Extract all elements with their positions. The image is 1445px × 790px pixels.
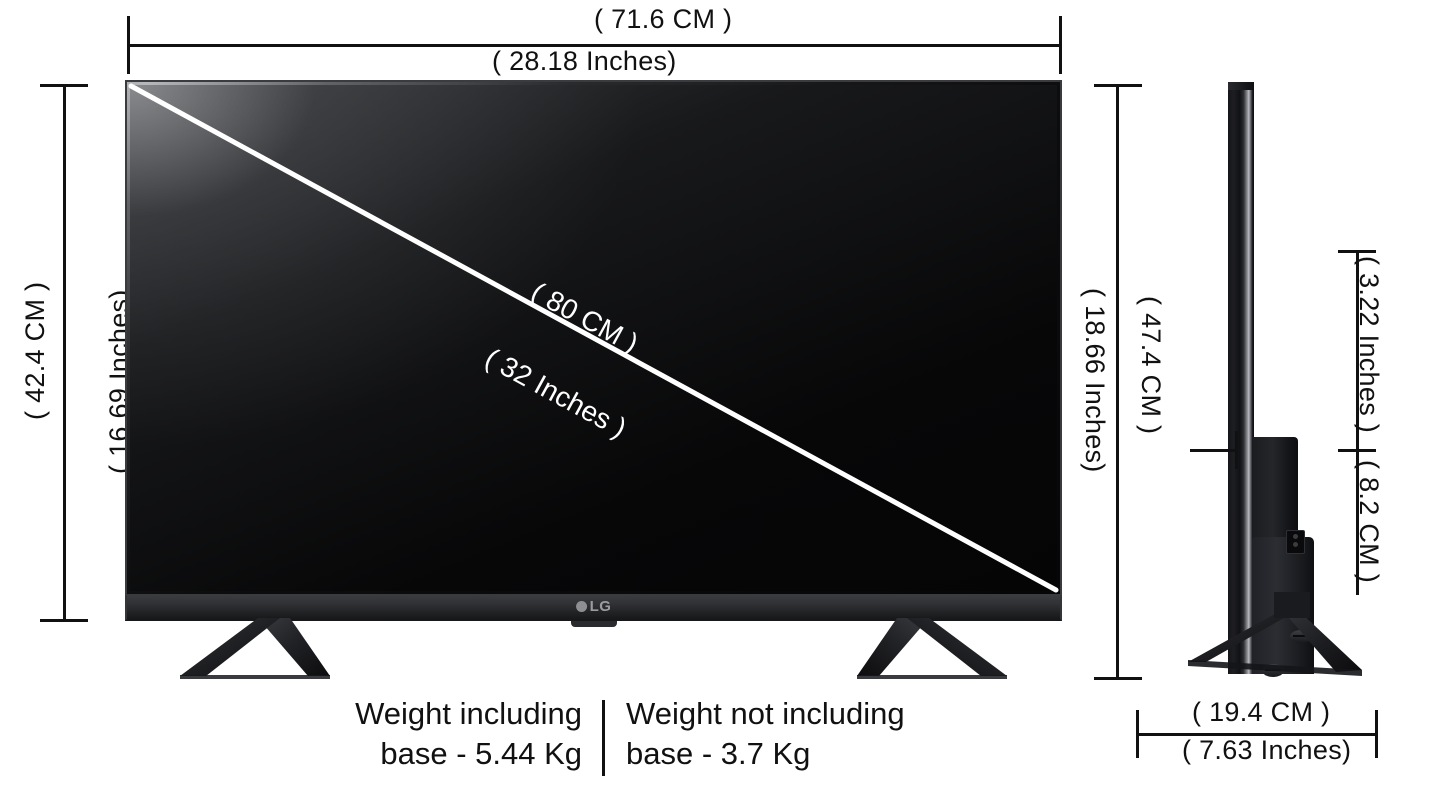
stand-depth-label-inches: ( 7.63 Inches) [1182,735,1352,765]
weight-including-base: Weight including base - 5.44 Kg [310,694,604,774]
depth-panel-label-inches: ( 3.22 Inches ) [1354,256,1384,434]
stand-depth-dimension-line [1136,733,1378,736]
lg-logo-mark-icon [575,601,587,612]
ir-receiver-nub [570,621,617,627]
stand-leg-right [857,618,1007,679]
weight-not-including-base-line2: base - 3.7 Kg [626,736,811,771]
port-dot-lower-icon [1293,542,1298,547]
height-with-stand-cap-top [1094,84,1142,87]
stand-leg-left [180,618,330,679]
height-with-stand-label-inches: ( 18.66 Inches) [1080,288,1110,473]
stand-depth-label-cm: ( 19.4 CM ) [1192,697,1331,727]
diagonal-line-icon [128,83,1059,593]
height-with-stand-dimension-line [1116,84,1119,680]
stand-depth-cap-right [1375,710,1378,758]
weight-including-base-line1: Weight including [355,696,582,731]
lg-logo: LG [575,598,612,615]
depth-dimension-line [1356,250,1359,595]
weight-not-including-base: Weight not including base - 3.7 Kg [604,694,926,774]
front-stand-group [125,618,1062,680]
weight-divider [602,700,605,776]
width-label-inches: ( 28.18 Inches) [492,46,677,76]
depth-panel-cap-top [1338,250,1376,253]
weight-info-group: Weight including base - 5.44 Kg Weight n… [310,694,950,786]
height-dimension-cap-bottom [40,619,88,622]
bottom-bezel [125,596,1062,621]
television-front-view: ( 80 CM ) ( 32 Inches ) LG [125,80,1062,627]
width-label-cm: ( 71.6 CM ) [594,4,733,34]
weight-including-base-line2: base - 5.44 Kg [380,736,582,771]
panel-thickness-line [1190,449,1238,452]
height-with-stand-label-cm: ( 47.4 CM ) [1136,296,1166,435]
power-port-icon [1286,530,1305,554]
port-dot-upper-icon [1293,534,1298,539]
side-panel-top-edge [1228,82,1254,90]
side-panel-profile [1228,82,1254,674]
height-with-stand-cap-bottom [1094,677,1142,680]
panel-thickness-cap [1235,431,1238,469]
height-dimension-line [63,84,66,622]
depth-body-label-cm: ( 8.2 CM ) [1354,460,1384,584]
width-dimension-cap-right [1059,16,1062,74]
diagonal-measure-group: ( 80 CM ) ( 32 Inches ) [125,80,1062,596]
height-dimension-cap-top [40,84,88,87]
side-stand-base [1188,592,1362,676]
width-dimension-cap-left [127,16,130,74]
width-dimension-line [127,44,1062,47]
lg-logo-text: LG [589,598,612,615]
weight-not-including-base-line1: Weight not including [626,696,905,731]
stand-depth-cap-left [1136,710,1139,758]
height-label-cm: ( 42.4 CM ) [20,281,50,420]
depth-divider-cap-middle [1338,449,1376,452]
